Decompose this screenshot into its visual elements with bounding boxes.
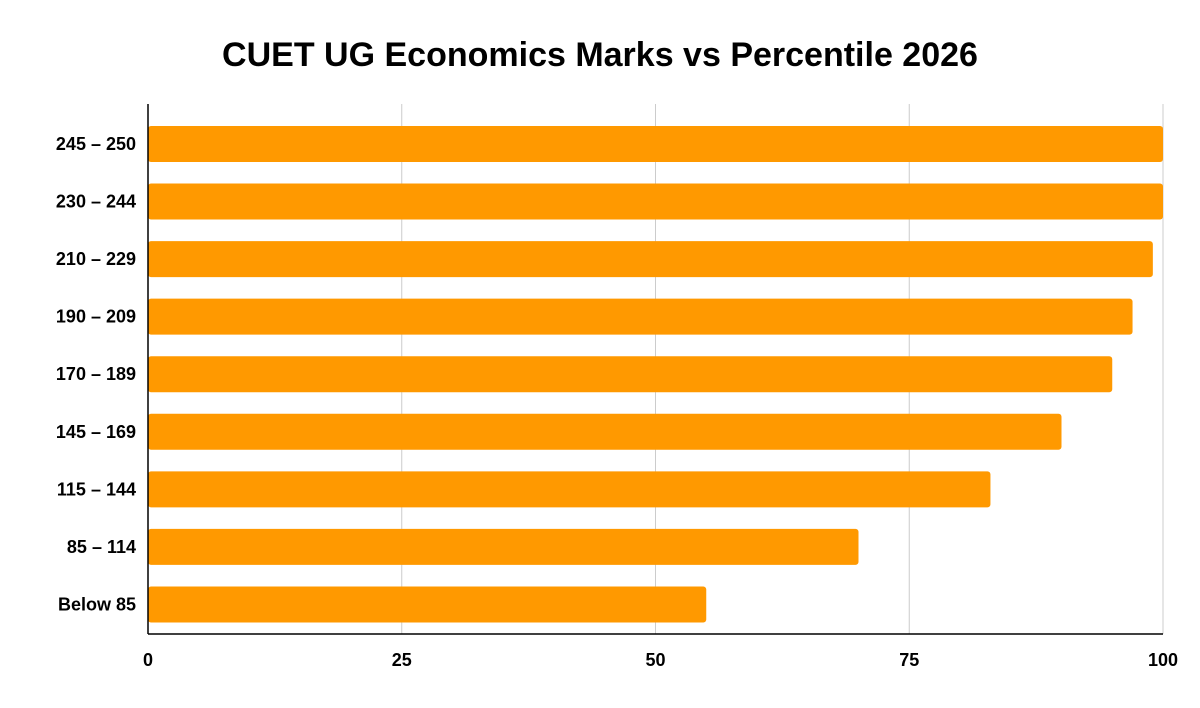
bar-0 <box>148 126 1163 162</box>
bar-7 <box>148 528 859 565</box>
y-tick-label-4: 170 – 189 <box>56 364 136 384</box>
y-tick-label-6: 115 – 144 <box>57 479 136 499</box>
x-tick-label-50: 50 <box>645 650 665 670</box>
bar-1 <box>148 183 1163 220</box>
bar-6 <box>148 471 991 508</box>
bar-3 <box>148 298 1133 335</box>
y-tick-label-8: Below 85 <box>58 594 136 614</box>
y-tick-label-0: 245 – 250 <box>56 134 136 154</box>
y-tick-label-2: 210 – 229 <box>56 249 136 269</box>
bar-5 <box>148 413 1062 450</box>
x-tick-label-75: 75 <box>899 650 919 670</box>
bar-4 <box>148 356 1113 393</box>
bar-2 <box>148 241 1153 278</box>
bar-8 <box>148 586 707 623</box>
y-tick-label-5: 145 – 169 <box>56 422 136 442</box>
y-tick-label-1: 230 – 244 <box>56 192 136 212</box>
x-tick-label-25: 25 <box>392 650 412 670</box>
y-tick-label-7: 85 – 114 <box>67 537 136 557</box>
x-tick-label-100: 100 <box>1148 650 1178 670</box>
x-tick-label-0: 0 <box>143 650 153 670</box>
chart-title: CUET UG Economics Marks vs Percentile 20… <box>222 36 978 74</box>
y-tick-label-3: 190 – 209 <box>56 307 136 327</box>
